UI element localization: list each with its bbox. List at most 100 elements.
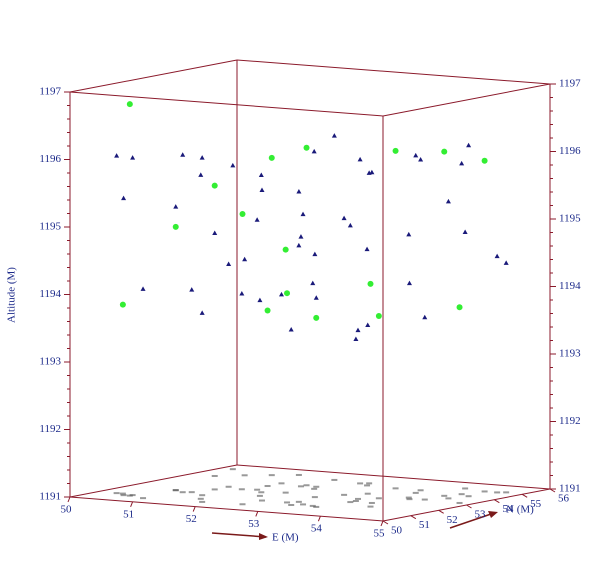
- z-tick-label: 1191: [39, 491, 61, 503]
- ground-shadow: [441, 494, 448, 497]
- z-tick-label: 1194: [39, 288, 61, 300]
- point: [369, 169, 375, 175]
- point: [392, 147, 399, 154]
- ground-shadow: [179, 491, 186, 494]
- ground-shadow: [311, 496, 318, 499]
- ground-shadow: [368, 501, 375, 504]
- ground-shadow: [494, 491, 501, 494]
- point: [503, 260, 509, 265]
- point: [441, 148, 448, 155]
- ground-shadow: [341, 493, 348, 496]
- y-tick-label: 52: [447, 514, 458, 526]
- point: [242, 256, 248, 262]
- ground-shadow: [140, 497, 147, 500]
- point: [212, 230, 218, 235]
- ground-shadow: [421, 498, 428, 501]
- ground-shadow: [481, 490, 488, 493]
- ground-shadow: [295, 473, 302, 476]
- ground-shadow: [313, 485, 320, 488]
- ground-shadow: [445, 497, 452, 500]
- x-tick: [317, 516, 321, 522]
- y-tick: [438, 509, 444, 514]
- box-edge: [69, 464, 238, 498]
- point: [172, 223, 179, 230]
- ground-shadow: [456, 501, 463, 504]
- point: [268, 154, 275, 161]
- point: [357, 156, 363, 162]
- ground-shadow: [172, 489, 179, 492]
- point: [126, 101, 133, 108]
- point: [288, 327, 294, 332]
- x-tick-label: 52: [186, 513, 197, 525]
- point: [365, 322, 371, 327]
- y-tick: [382, 520, 389, 525]
- y-tick: [549, 488, 556, 493]
- ground-shadow: [199, 500, 206, 503]
- ground-shadow: [406, 498, 413, 501]
- z-tick-label: 1196: [39, 153, 61, 165]
- ground-shadows: [113, 468, 510, 508]
- point: [445, 198, 451, 204]
- x-tick: [255, 511, 259, 517]
- point: [331, 133, 337, 138]
- ground-shadow: [347, 501, 354, 504]
- box-edge: [69, 496, 384, 522]
- y-tick-label: 53: [475, 509, 487, 521]
- point: [406, 280, 412, 286]
- point: [462, 229, 468, 234]
- ground-shadow: [225, 485, 232, 488]
- point: [347, 222, 353, 228]
- z-tick-label: 1197: [39, 86, 61, 98]
- y-tick-label: 50: [391, 525, 403, 537]
- box-edge: [236, 464, 551, 490]
- point: [259, 187, 265, 193]
- e-arrow-head: [259, 533, 268, 540]
- ground-shadow: [303, 484, 310, 487]
- ground-shadow: [211, 488, 218, 491]
- ground-shadow: [120, 494, 127, 497]
- point: [258, 172, 264, 178]
- point: [254, 217, 260, 222]
- ground-shadow: [254, 488, 261, 491]
- point: [114, 153, 120, 158]
- ground-shadow: [309, 504, 316, 507]
- point: [211, 182, 218, 189]
- ground-shadow: [297, 485, 304, 488]
- ground-shadow: [284, 501, 291, 504]
- point: [239, 211, 246, 218]
- box-edge: [69, 59, 238, 93]
- x-tick-label: 53: [248, 518, 260, 530]
- y-tick-label: 56: [558, 493, 570, 505]
- point: [364, 246, 370, 252]
- z-axis-label: Altitude (M): [6, 267, 18, 323]
- y-tick-label: 55: [530, 498, 542, 510]
- point: [303, 144, 310, 151]
- x-tick-label: 51: [123, 508, 134, 520]
- ground-shadow: [503, 491, 510, 494]
- point: [121, 195, 127, 201]
- z-tick-label: 1193: [559, 348, 581, 360]
- x-tick: [192, 506, 196, 512]
- x-tick-label: 54: [311, 523, 323, 535]
- point: [119, 301, 126, 308]
- ground-shadow: [364, 492, 371, 495]
- points: [114, 101, 509, 341]
- x-tick: [130, 501, 134, 507]
- ground-shadow: [211, 474, 218, 477]
- ground-shadow: [288, 504, 295, 506]
- ground-shadow: [113, 492, 120, 495]
- z-tick-label: 1192: [39, 423, 61, 435]
- point: [418, 157, 424, 162]
- point: [422, 314, 428, 320]
- ground-shadow: [295, 500, 302, 503]
- point: [406, 231, 412, 237]
- ground-shadow: [458, 493, 465, 496]
- ground-shadow: [364, 484, 371, 487]
- ground-shadow: [354, 497, 361, 500]
- point: [199, 310, 205, 315]
- z-tick-label: 1197: [559, 78, 581, 90]
- e-arrow: [211, 532, 267, 538]
- point: [140, 286, 146, 291]
- ground-shadow: [300, 503, 307, 506]
- point: [284, 290, 291, 297]
